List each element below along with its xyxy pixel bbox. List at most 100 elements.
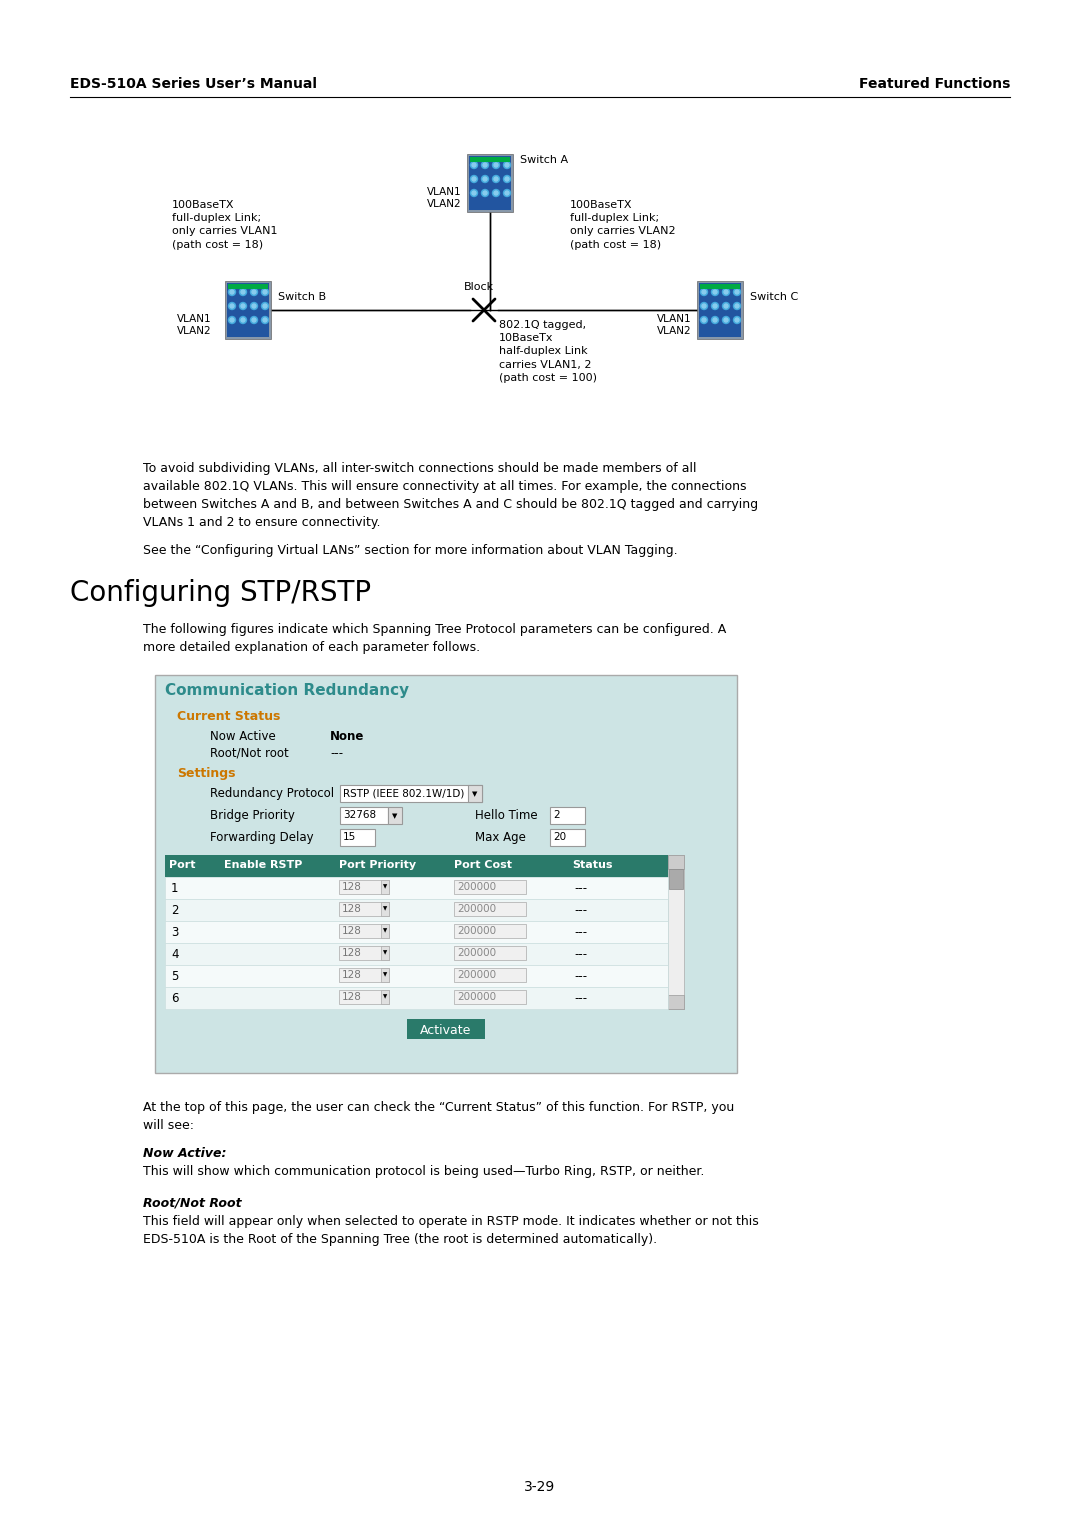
Text: 128: 128 xyxy=(342,925,362,936)
Circle shape xyxy=(230,304,234,308)
Text: ▼: ▼ xyxy=(472,791,477,797)
Bar xyxy=(339,968,389,982)
Circle shape xyxy=(702,304,706,308)
Circle shape xyxy=(492,176,499,183)
Bar xyxy=(226,970,237,980)
Circle shape xyxy=(261,302,269,310)
Circle shape xyxy=(229,289,235,296)
Bar xyxy=(226,883,237,893)
Bar xyxy=(225,281,271,339)
Circle shape xyxy=(733,316,741,324)
Bar xyxy=(454,989,526,1003)
Circle shape xyxy=(230,290,234,295)
Bar xyxy=(165,876,669,899)
Circle shape xyxy=(733,302,741,310)
Circle shape xyxy=(735,318,739,322)
Text: Activate: Activate xyxy=(420,1025,472,1037)
Bar xyxy=(226,993,237,1003)
Circle shape xyxy=(240,316,246,324)
Circle shape xyxy=(483,163,487,166)
Circle shape xyxy=(264,290,267,295)
Circle shape xyxy=(701,316,707,324)
Circle shape xyxy=(229,302,235,310)
Text: Settings: Settings xyxy=(177,767,235,780)
Text: VLAN1: VLAN1 xyxy=(177,315,212,324)
Bar xyxy=(470,157,510,162)
Circle shape xyxy=(264,318,267,322)
Text: Hello Time: Hello Time xyxy=(475,809,538,822)
Text: EDS-510A Series User’s Manual: EDS-510A Series User’s Manual xyxy=(70,76,318,92)
Text: ▼: ▼ xyxy=(383,928,387,933)
Bar xyxy=(468,785,482,802)
Circle shape xyxy=(482,162,488,168)
Circle shape xyxy=(724,290,728,295)
Bar xyxy=(165,921,669,944)
Bar xyxy=(226,904,237,915)
Text: Status: Status xyxy=(572,860,612,870)
Text: Switch B: Switch B xyxy=(278,292,326,302)
Text: Now Active:: Now Active: xyxy=(143,1147,227,1161)
Circle shape xyxy=(492,189,499,197)
Text: This will show which communication protocol is being used—Turbo Ring, RSTP, or n: This will show which communication proto… xyxy=(143,1165,704,1177)
Circle shape xyxy=(230,318,234,322)
Circle shape xyxy=(471,189,477,197)
Bar xyxy=(339,924,389,938)
Text: VLAN1: VLAN1 xyxy=(428,186,462,197)
Circle shape xyxy=(494,191,498,195)
Text: 3: 3 xyxy=(171,925,178,939)
Text: ---: --- xyxy=(330,747,343,760)
Text: Now Active: Now Active xyxy=(210,730,275,744)
Text: Featured Functions: Featured Functions xyxy=(859,76,1010,92)
Circle shape xyxy=(702,290,706,295)
Bar xyxy=(165,855,669,876)
Circle shape xyxy=(733,289,741,296)
Bar xyxy=(700,284,740,289)
Bar xyxy=(454,924,526,938)
Text: Switch A: Switch A xyxy=(519,156,568,165)
Circle shape xyxy=(241,304,245,308)
Circle shape xyxy=(241,290,245,295)
Circle shape xyxy=(252,304,256,308)
Circle shape xyxy=(261,316,269,324)
Text: Current Status: Current Status xyxy=(177,710,281,722)
Text: ---: --- xyxy=(573,970,588,983)
Circle shape xyxy=(505,163,509,166)
Text: Port: Port xyxy=(168,860,195,870)
Bar xyxy=(165,899,669,921)
Bar xyxy=(454,968,526,982)
Text: To avoid subdividing VLANs, all inter-switch connections should be made members : To avoid subdividing VLANs, all inter-sw… xyxy=(143,463,758,528)
Bar xyxy=(381,924,389,938)
Circle shape xyxy=(494,177,498,182)
Text: 32768: 32768 xyxy=(343,809,376,820)
Bar xyxy=(165,986,669,1009)
Circle shape xyxy=(472,163,476,166)
Bar xyxy=(407,1019,485,1038)
Circle shape xyxy=(240,289,246,296)
Bar xyxy=(381,947,389,960)
Circle shape xyxy=(261,289,269,296)
Bar xyxy=(669,869,683,889)
Text: 200000: 200000 xyxy=(457,970,496,980)
Bar xyxy=(699,282,741,337)
Bar xyxy=(165,944,669,965)
Text: 100BaseTX
full-duplex Link;
only carries VLAN1
(path cost = 18): 100BaseTX full-duplex Link; only carries… xyxy=(172,200,278,249)
Text: 200000: 200000 xyxy=(457,993,496,1002)
Text: VLAN1: VLAN1 xyxy=(658,315,692,324)
Bar xyxy=(156,675,737,1073)
Text: See the “Configuring Virtual LANs” section for more information about VLAN Taggi: See the “Configuring Virtual LANs” secti… xyxy=(143,544,677,557)
Circle shape xyxy=(264,304,267,308)
Circle shape xyxy=(471,176,477,183)
Text: Communication Redundancy: Communication Redundancy xyxy=(165,683,409,698)
Circle shape xyxy=(724,304,728,308)
Text: 128: 128 xyxy=(342,904,362,915)
Text: At the top of this page, the user can check the “Current Status” of this functio: At the top of this page, the user can ch… xyxy=(143,1101,734,1132)
Circle shape xyxy=(240,302,246,310)
Text: The following figures indicate which Spanning Tree Protocol parameters can be co: The following figures indicate which Spa… xyxy=(143,623,726,654)
Bar xyxy=(339,880,389,893)
Circle shape xyxy=(505,177,509,182)
Bar xyxy=(226,925,237,938)
Circle shape xyxy=(712,316,718,324)
Bar xyxy=(550,829,585,846)
Text: 200000: 200000 xyxy=(457,925,496,936)
Bar xyxy=(340,785,482,802)
